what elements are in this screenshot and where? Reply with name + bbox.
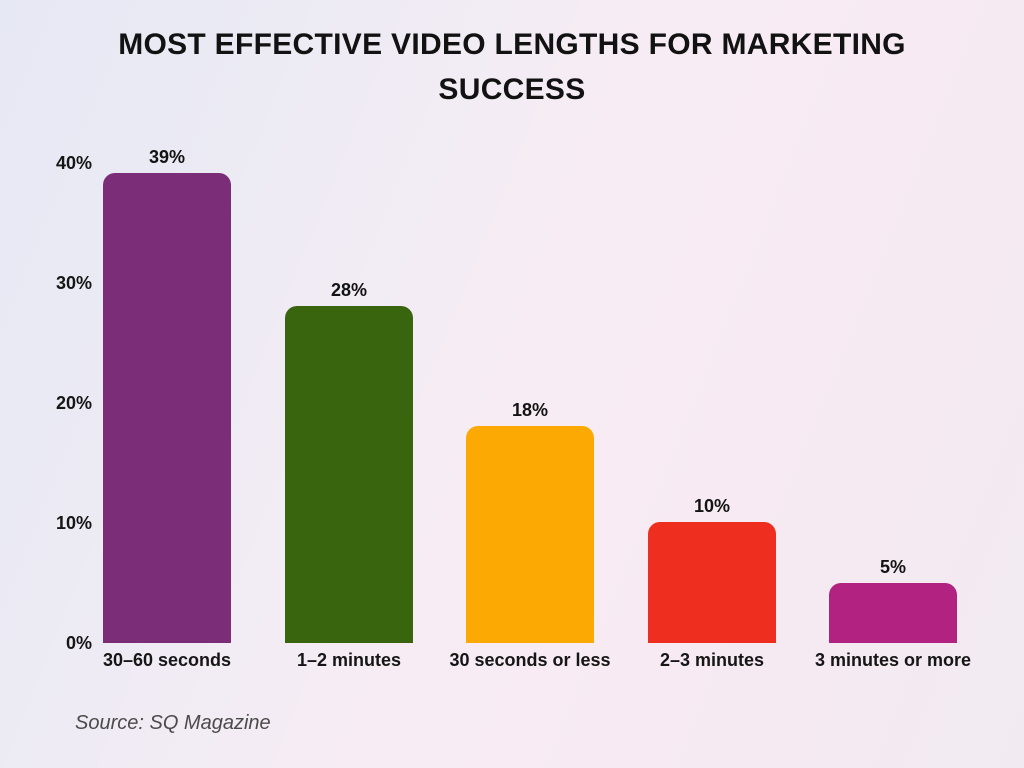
- category-label-2-3-minutes: 2–3 minutes: [659, 650, 765, 670]
- category-label-30-seconds-or-less: 30 seconds or less: [449, 650, 611, 670]
- bar-30-seconds-or-less: 18%: [466, 400, 594, 643]
- source-note: Source: SQ Magazine: [75, 712, 271, 734]
- page-title-line2: SUCCESS: [438, 73, 586, 106]
- bar-2-3-minutes: 10%: [648, 496, 776, 643]
- bar-value-label: 28%: [330, 280, 368, 300]
- y-axis-tick-40: 40%: [55, 153, 92, 173]
- page-title-line1: MOST EFFECTIVE VIDEO LENGTHS FOR MARKETI…: [118, 28, 906, 61]
- bar-value-label: 5%: [879, 557, 906, 577]
- page-title: MOST EFFECTIVE VIDEO LENGTHS FOR MARKETI…: [0, 22, 1024, 112]
- category-label-30-60-seconds: 30–60 seconds: [102, 650, 232, 670]
- category-label-3-minutes-or-more: 3 minutes or more: [814, 650, 972, 670]
- bar-value-label: 39%: [148, 147, 186, 167]
- bar-value-label: 10%: [693, 496, 731, 516]
- y-axis-tick-30: 30%: [55, 273, 92, 293]
- bar-1-2-minutes: 28%: [285, 280, 413, 643]
- y-axis-tick-20: 20%: [55, 393, 92, 413]
- bar-30-60-seconds: 39%: [103, 147, 231, 643]
- y-axis-tick-10: 10%: [55, 513, 92, 533]
- bar-3-minutes-or-more: 5%: [829, 557, 957, 643]
- category-label-1-2-minutes: 1–2 minutes: [296, 650, 402, 670]
- bar-value-label: 18%: [511, 400, 549, 420]
- y-axis-tick-0: 0%: [65, 633, 92, 653]
